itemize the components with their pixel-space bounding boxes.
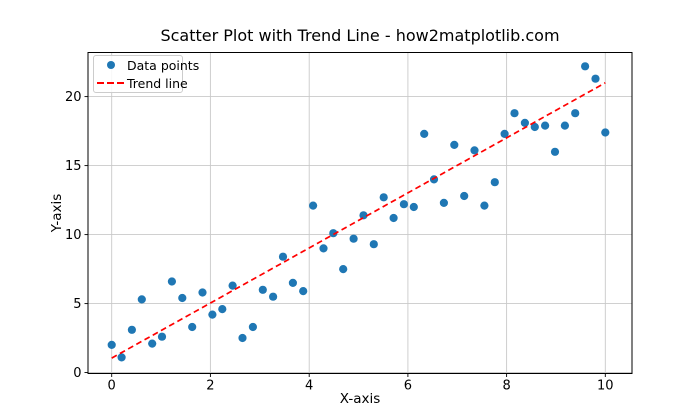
data-point <box>288 278 297 287</box>
data-point <box>127 325 136 334</box>
data-point <box>490 178 499 187</box>
data-point <box>591 74 600 83</box>
data-point <box>178 293 187 303</box>
data-point <box>107 340 116 349</box>
data-point <box>450 140 459 149</box>
data-point <box>137 295 146 304</box>
data-point <box>198 288 207 297</box>
data-point <box>248 322 257 332</box>
data-point <box>359 211 368 220</box>
data-point <box>601 128 610 137</box>
data-point <box>329 229 338 238</box>
scatter-series <box>107 62 610 362</box>
data-point <box>520 118 530 127</box>
data-point <box>429 175 439 184</box>
y-tick-labels: 0 5 10 15 20 <box>65 90 82 381</box>
data-point <box>228 281 237 290</box>
data-point <box>117 353 126 362</box>
plot-frame <box>87 52 633 374</box>
data-point <box>530 122 539 132</box>
data-point <box>208 310 217 319</box>
data-point <box>439 198 448 207</box>
data-point <box>510 109 519 118</box>
legend-item-data-points: Data points <box>94 56 199 74</box>
legend-label-data-points: Data points <box>127 57 200 73</box>
data-point <box>339 265 348 274</box>
x-tick-label: 8 <box>502 379 510 394</box>
data-point <box>309 201 318 210</box>
data-point <box>379 193 388 202</box>
data-point <box>299 287 308 296</box>
legend: Data points Trend line <box>93 55 199 93</box>
y-tick-label: 0 <box>73 366 81 381</box>
axis-tick-marks <box>84 96 606 377</box>
data-point <box>560 121 570 130</box>
data-point <box>349 234 358 243</box>
data-point <box>550 147 560 156</box>
data-point <box>269 292 278 301</box>
data-point <box>238 333 247 343</box>
x-tick-label: 10 <box>597 379 614 394</box>
data-point <box>157 332 167 341</box>
data-point <box>389 213 398 223</box>
y-axis-label: Y-axis <box>49 193 65 233</box>
data-point <box>167 277 176 286</box>
data-point <box>148 339 157 348</box>
data-point <box>399 200 408 209</box>
data-point <box>218 305 227 314</box>
x-tick-label: 4 <box>305 379 313 394</box>
y-tick-label: 20 <box>65 90 82 105</box>
data-point <box>278 252 288 261</box>
data-point <box>258 285 267 294</box>
data-point <box>420 129 429 138</box>
x-tick-label: 2 <box>206 379 214 394</box>
dashed-line-icon <box>94 82 127 84</box>
trend-line <box>111 82 606 359</box>
chart-title: Scatter Plot with Trend Line - how2matpl… <box>160 26 560 45</box>
data-point <box>369 240 378 249</box>
y-tick-label: 10 <box>65 228 82 243</box>
data-point <box>581 62 590 71</box>
legend-label-trend-line: Trend line <box>127 75 188 91</box>
grid-lines <box>88 52 632 374</box>
data-point <box>480 201 489 210</box>
legend-item-trend-line: Trend line <box>94 74 188 92</box>
data-point <box>188 322 197 332</box>
data-point <box>571 109 580 118</box>
x-tick-label: 0 <box>108 379 116 394</box>
data-point <box>319 244 328 253</box>
x-tick-label: 6 <box>404 379 412 394</box>
data-point <box>470 146 479 155</box>
data-point <box>500 129 509 138</box>
x-tick-labels: 0 2 4 6 8 10 <box>108 379 614 394</box>
data-point <box>541 121 550 130</box>
x-axis-label: X-axis <box>339 391 381 407</box>
y-tick-label: 15 <box>65 159 82 174</box>
data-point <box>409 202 418 212</box>
scatter-dot-icon <box>94 61 127 69</box>
y-tick-label: 5 <box>73 297 81 312</box>
data-point <box>460 191 469 201</box>
